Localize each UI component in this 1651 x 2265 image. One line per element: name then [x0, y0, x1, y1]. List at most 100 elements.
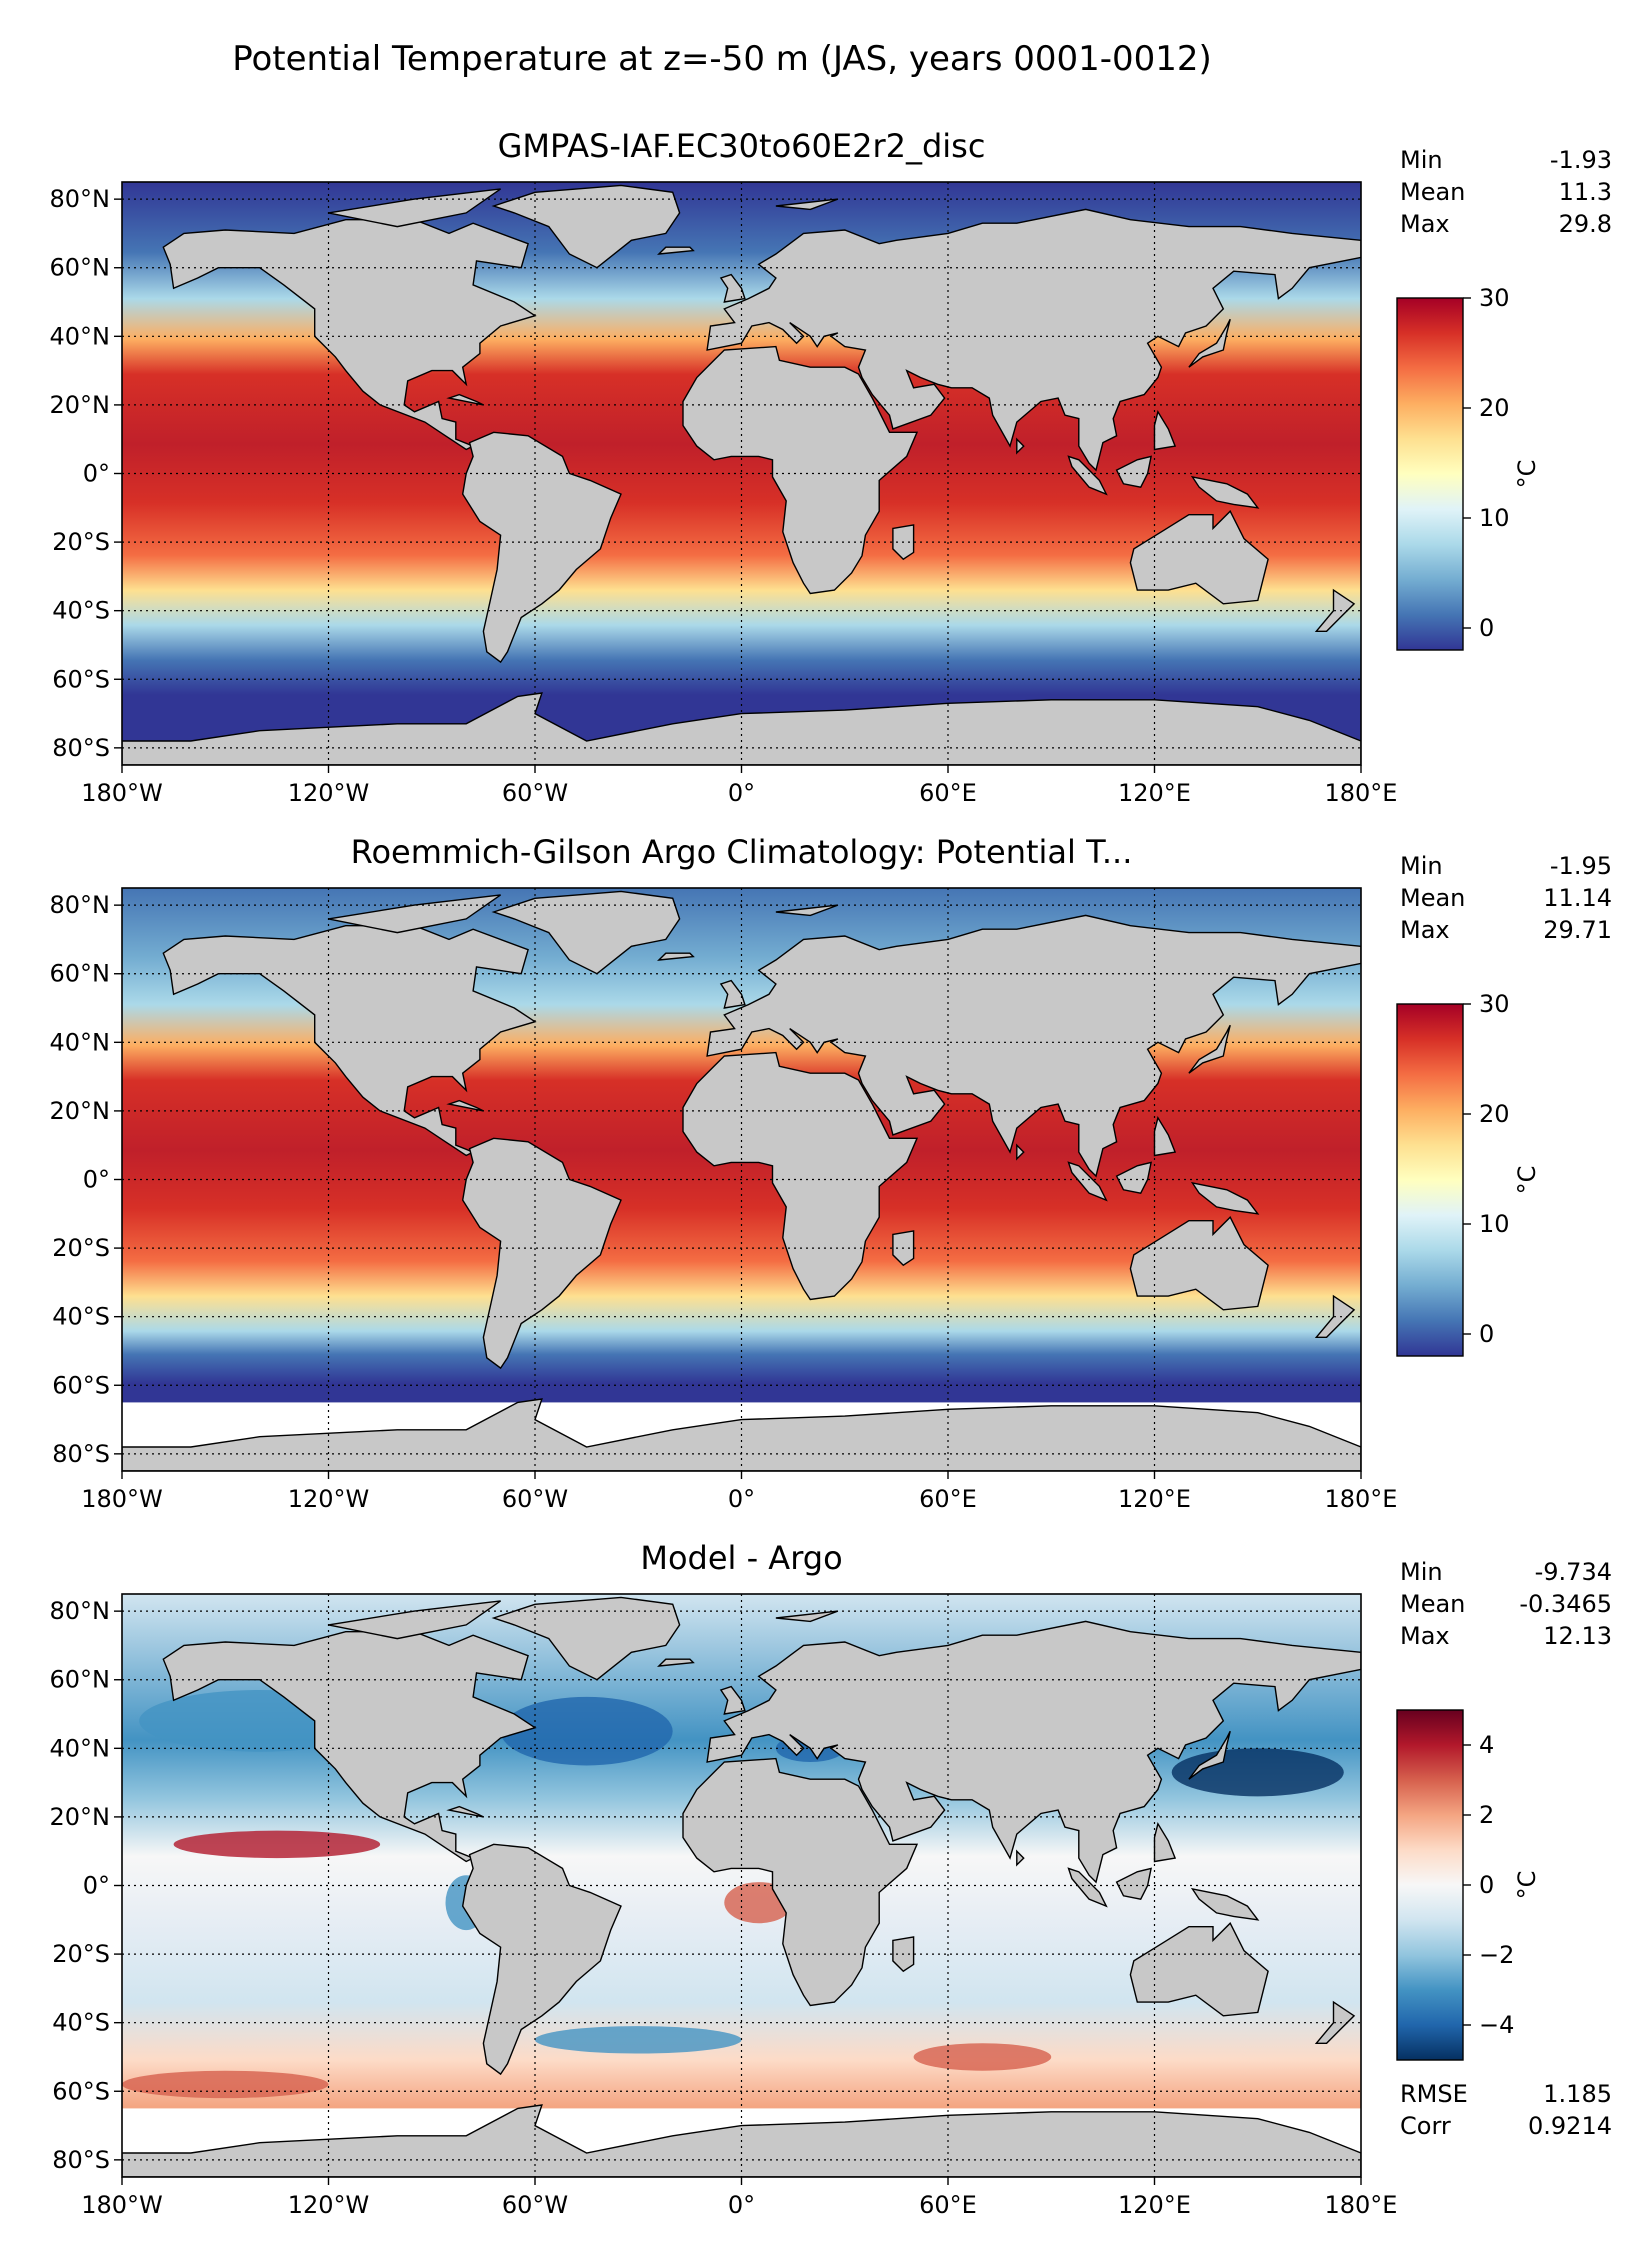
y-tick-label: 0° [83, 460, 110, 488]
panel-title: Model - Argo [640, 1539, 842, 1577]
colorbar-tick-label: 30 [1479, 990, 1510, 1018]
x-tick-label: 60°W [502, 1485, 568, 1513]
x-tick-label: 120°E [1118, 779, 1191, 807]
gridlines [122, 888, 1361, 1471]
stat-value: 11.14 [1543, 884, 1612, 912]
colorbar-label: °C [1513, 1871, 1541, 1900]
stat-label: Max [1400, 916, 1450, 944]
x-tick-label: 180°E [1325, 779, 1398, 807]
land-south-america [461, 431, 622, 664]
land-australia [1129, 510, 1269, 605]
stat-label: RMSE [1400, 2080, 1468, 2108]
colorbar [1396, 297, 1464, 651]
stat-value: 1.185 [1543, 2080, 1612, 2108]
land-arctic-islands [328, 1600, 502, 1640]
y-tick-label: 40°N [50, 322, 111, 350]
stat-value: 12.13 [1543, 1622, 1612, 1650]
x-tick-label: 120°W [288, 2191, 370, 2219]
colorbar [1396, 1003, 1464, 1357]
y-tick-label: 20°N [50, 1803, 111, 1831]
colorbar-tick-label: −4 [1479, 2011, 1514, 2039]
land-australia [1129, 1922, 1269, 2017]
land-new-guinea [1190, 1181, 1260, 1215]
stat-value: 11.3 [1559, 178, 1612, 206]
colorbar-tick-label: 10 [1479, 1210, 1510, 1238]
land-africa [682, 1051, 919, 1301]
anomaly-patch [535, 2026, 742, 2054]
x-tick-label: 60°W [502, 2191, 568, 2219]
stat-label: Min [1400, 1558, 1443, 1586]
land-cuba [446, 1805, 484, 1818]
land-greenland [491, 184, 681, 269]
stat-value: -0.3465 [1519, 1590, 1612, 1618]
x-tick-label: 180°W [81, 779, 163, 807]
x-tick-label: 60°E [919, 779, 977, 807]
land-new-guinea [1190, 1887, 1260, 1921]
panel-title: Roemmich-Gilson Argo Climatology: Potent… [351, 833, 1133, 871]
land-sumatra [1067, 1161, 1108, 1202]
land-eurasia [706, 208, 1361, 472]
anomaly-patch [173, 1830, 381, 1859]
colorbar-tick-label: 4 [1479, 1731, 1494, 1759]
land-japan [1188, 1024, 1231, 1074]
land-great-britain [719, 979, 746, 1009]
x-tick-label: 120°E [1118, 1485, 1191, 1513]
stat-label: Mean [1400, 1590, 1465, 1618]
stat-value: 0.9214 [1528, 2112, 1612, 2140]
land-sri-lanka [1016, 1849, 1025, 1867]
land-south-america [461, 1843, 622, 2076]
land-great-britain [719, 1685, 746, 1715]
stat-label: Max [1400, 210, 1450, 238]
land-svalbard-ish [775, 1610, 839, 1623]
anomaly-patch [913, 2043, 1052, 2071]
anomaly-patch [500, 1696, 673, 1766]
y-tick-label: 20°S [52, 1940, 110, 1968]
stat-value: -1.95 [1550, 852, 1612, 880]
colorbar-label: °C [1513, 1166, 1541, 1195]
y-tick-label: 80°S [52, 2146, 110, 2174]
land-arctic-islands [328, 188, 502, 228]
x-tick-label: 60°W [502, 779, 568, 807]
land-borneo [1115, 455, 1153, 488]
colorbar-tick-label: 0 [1479, 614, 1494, 642]
land-north-america [162, 1630, 537, 1863]
colorbar-tick-label: −2 [1479, 1941, 1514, 1969]
land-africa [682, 1757, 919, 2007]
land-iceland [656, 952, 695, 961]
y-tick-label: 80°N [50, 185, 111, 213]
land-borneo [1115, 1867, 1153, 1900]
panel-3: Model - Argo 180°W 120°W 60°W 0° 60°E 120°E 180… [50, 1539, 1613, 2219]
stat-value: -1.93 [1550, 146, 1612, 174]
colorbar-tick-label: 30 [1479, 284, 1510, 312]
land-japan [1188, 318, 1231, 368]
land-sri-lanka [1016, 1143, 1025, 1161]
stat-label: Max [1400, 1622, 1450, 1650]
y-tick-label: 60°N [50, 254, 111, 282]
land-borneo [1115, 1161, 1153, 1194]
land-eurasia [706, 914, 1361, 1178]
land-japan [1188, 1730, 1231, 1780]
stat-value: 29.71 [1543, 916, 1612, 944]
y-tick-label: 80°S [52, 1440, 110, 1468]
x-tick-label: 120°W [288, 1485, 370, 1513]
land-eurasia [706, 1620, 1361, 1884]
x-tick-label: 0° [728, 779, 755, 807]
y-tick-label: 60°S [52, 2077, 110, 2105]
colorbar-tick-label: 10 [1479, 504, 1510, 532]
colorbar-tick-label: 0 [1479, 1320, 1494, 1348]
stat-value: 29.8 [1559, 210, 1612, 238]
land-greenland [491, 890, 681, 975]
land-south-america [461, 1137, 622, 1370]
y-tick-label: 0° [83, 1872, 110, 1900]
y-tick-label: 60°S [52, 1371, 110, 1399]
anomaly-patch [122, 2070, 329, 2099]
y-tick-label: 60°N [50, 1666, 111, 1694]
y-tick-label: 80°N [50, 1597, 111, 1625]
stat-label: Mean [1400, 884, 1465, 912]
panel-1: GMPAS-IAF.EC30to60E2r2_disc 180°W 120°W 60°… [50, 127, 1613, 807]
land-north-america [162, 925, 537, 1157]
land-africa [682, 345, 919, 595]
y-tick-label: 40°N [50, 1734, 111, 1762]
colorbar-label: °C [1513, 460, 1541, 489]
